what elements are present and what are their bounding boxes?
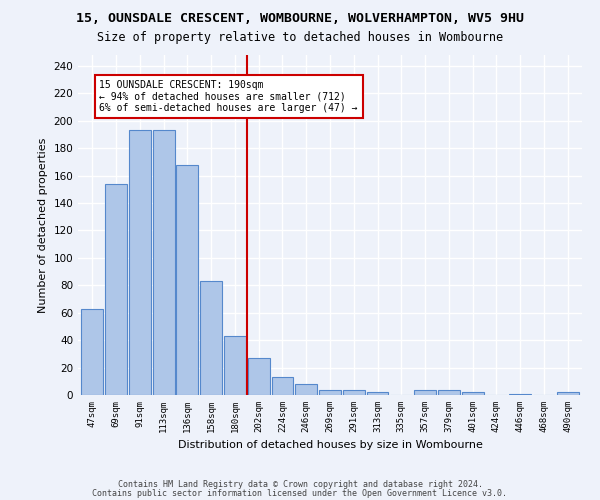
Bar	[509, 394, 531, 395]
Bar	[343, 390, 365, 395]
Y-axis label: Number of detached properties: Number of detached properties	[38, 138, 48, 312]
Bar	[295, 384, 317, 395]
Text: Contains public sector information licensed under the Open Government Licence v3: Contains public sector information licen…	[92, 488, 508, 498]
Bar	[272, 377, 293, 395]
Bar	[319, 390, 341, 395]
Bar	[224, 336, 246, 395]
Bar	[176, 164, 198, 395]
Bar	[414, 390, 436, 395]
Text: Contains HM Land Registry data © Crown copyright and database right 2024.: Contains HM Land Registry data © Crown c…	[118, 480, 482, 489]
Bar	[438, 390, 460, 395]
Bar	[129, 130, 151, 395]
Bar	[200, 281, 222, 395]
Bar	[82, 308, 103, 395]
X-axis label: Distribution of detached houses by size in Wombourne: Distribution of detached houses by size …	[178, 440, 482, 450]
Bar	[248, 358, 269, 395]
Text: 15, OUNSDALE CRESCENT, WOMBOURNE, WOLVERHAMPTON, WV5 9HU: 15, OUNSDALE CRESCENT, WOMBOURNE, WOLVER…	[76, 12, 524, 26]
Text: Size of property relative to detached houses in Wombourne: Size of property relative to detached ho…	[97, 31, 503, 44]
Bar	[367, 392, 388, 395]
Bar	[557, 392, 578, 395]
Bar	[462, 392, 484, 395]
Text: 15 OUNSDALE CRESCENT: 190sqm
← 94% of detached houses are smaller (712)
6% of se: 15 OUNSDALE CRESCENT: 190sqm ← 94% of de…	[100, 80, 358, 113]
Bar	[105, 184, 127, 395]
Bar	[152, 130, 175, 395]
